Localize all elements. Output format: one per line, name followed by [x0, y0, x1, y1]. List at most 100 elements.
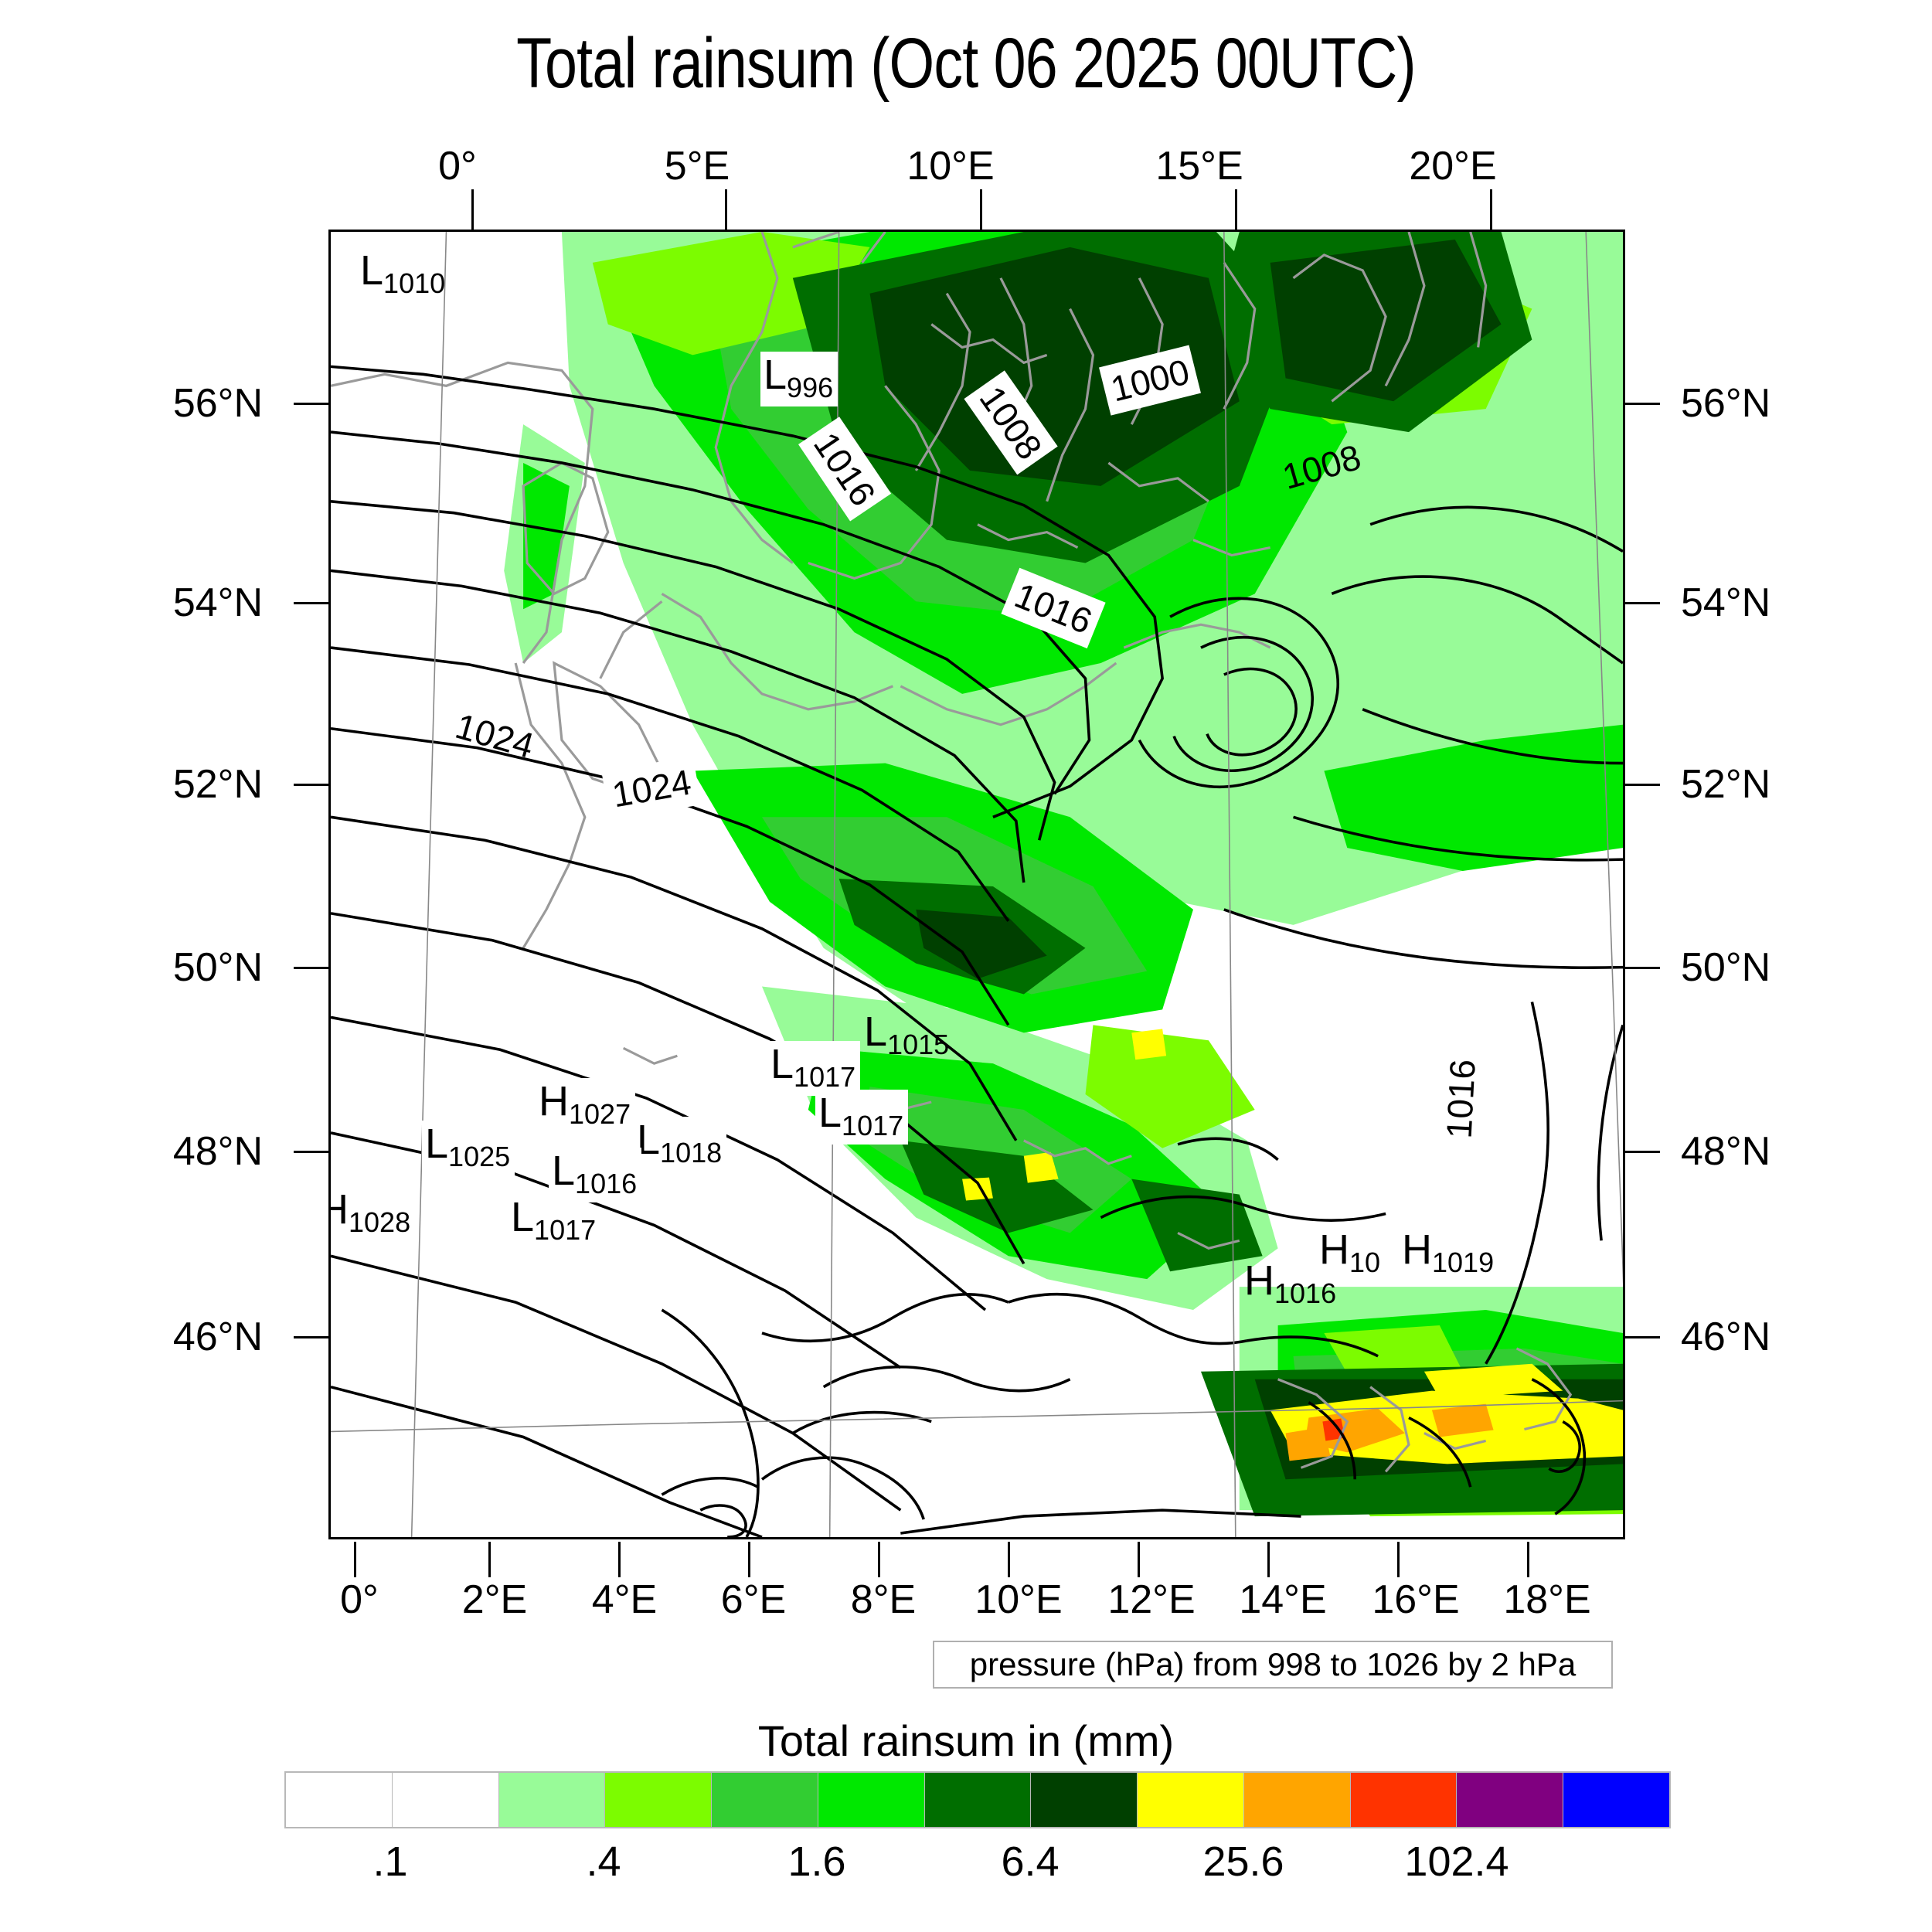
- pressure-center-value: 1017: [794, 1060, 856, 1093]
- colorbar-cell-12[interactable]: [1563, 1773, 1669, 1827]
- colorbar-cell-6[interactable]: [924, 1773, 1032, 1827]
- pressure-center-L-1025: L1025: [422, 1121, 515, 1175]
- left-tick: [294, 1336, 329, 1338]
- right-axis-label-1: 54°N: [1681, 580, 1771, 625]
- colorbar-tick-1: .4: [586, 1838, 621, 1885]
- colorbar-cell-11[interactable]: [1457, 1773, 1564, 1827]
- right-axis-label-5: 46°N: [1681, 1315, 1771, 1359]
- pressure-center-type: H: [331, 1186, 349, 1233]
- pressure-range-legend: pressure (hPa) from 998 to 1026 by 2 hPa: [933, 1641, 1613, 1689]
- bottom-axis-label-0: 0°: [340, 1577, 379, 1622]
- bottom-axis-label-4: 8°E: [850, 1577, 917, 1622]
- pressure-center-type: L: [552, 1148, 576, 1194]
- colorbar-cell-10[interactable]: [1350, 1773, 1458, 1827]
- pressure-center-value: 1016: [1274, 1277, 1337, 1309]
- pressure-center-L-1018: L1018: [634, 1117, 727, 1172]
- bottom-tick: [1138, 1542, 1140, 1577]
- top-axis-label-3: 15°E: [1155, 144, 1243, 189]
- top-axis-label-1: 5°E: [664, 144, 730, 189]
- bottom-tick: [878, 1542, 880, 1577]
- precip-shading: [504, 232, 1623, 1517]
- right-tick: [1624, 784, 1660, 786]
- pressure-center-type: L: [511, 1194, 535, 1240]
- left-axis-label-5: 46°N: [172, 1315, 263, 1359]
- top-tick: [980, 189, 982, 230]
- pressure-center-type: L: [360, 247, 384, 294]
- pressure-center-value: 1010: [383, 267, 446, 299]
- pressure-center-value: 996: [787, 371, 834, 403]
- top-axis-label-2: 10°E: [906, 144, 995, 189]
- bottom-tick: [618, 1542, 621, 1577]
- pressure-center-type: L: [770, 1041, 794, 1087]
- pressure-center-L-1017-b: L1017: [815, 1090, 909, 1145]
- left-tick: [294, 1151, 329, 1153]
- bottom-tick: [1267, 1542, 1270, 1577]
- colorbar-cell-0[interactable]: [286, 1773, 393, 1827]
- bottom-tick: [1397, 1542, 1400, 1577]
- pressure-center-H-1016: H1016: [1244, 1260, 1336, 1308]
- bottom-tick: [488, 1542, 491, 1577]
- bottom-tick: [1527, 1542, 1529, 1577]
- pressure-center-L-1015: L1015: [864, 1011, 949, 1059]
- pressure-center-H-1027: H1027: [536, 1078, 636, 1133]
- pressure-center-type: L: [818, 1090, 842, 1136]
- colorbar-cell-5[interactable]: [818, 1773, 925, 1827]
- colorbar-title: Total rainsum in (mm): [757, 1716, 1175, 1765]
- right-axis-label-4: 48°N: [1681, 1129, 1771, 1174]
- colorbar-tick-5: 102.4: [1404, 1838, 1509, 1885]
- colorbar[interactable]: [284, 1771, 1671, 1828]
- pressure-center-L-1016: L1016: [549, 1148, 642, 1202]
- right-tick: [1624, 403, 1660, 405]
- colorbar-cell-1[interactable]: [392, 1773, 499, 1827]
- top-tick: [471, 189, 474, 230]
- right-tick: [1624, 602, 1660, 604]
- left-axis-label-1: 54°N: [172, 580, 263, 625]
- colorbar-cell-3[interactable]: [605, 1773, 713, 1827]
- right-tick: [1624, 1336, 1660, 1338]
- isobar-label-1016-right: 1016: [1438, 1058, 1483, 1140]
- colorbar-cell-4[interactable]: [712, 1773, 818, 1827]
- right-tick: [1624, 1151, 1660, 1153]
- colorbar-cell-2[interactable]: [498, 1773, 606, 1827]
- pressure-center-value: 1025: [448, 1140, 511, 1172]
- colorbar-cell-8[interactable]: [1138, 1773, 1244, 1827]
- colorbar-cell-7[interactable]: [1031, 1773, 1138, 1827]
- colorbar-tick-3: 6.4: [1001, 1838, 1060, 1885]
- left-axis-label-4: 48°N: [172, 1129, 263, 1174]
- page-title: Total rainsum (Oct 06 2025 00UTC): [516, 24, 1417, 103]
- bottom-axis-label-9: 18°E: [1503, 1577, 1591, 1622]
- left-axis-label-3: 50°N: [172, 945, 263, 990]
- bottom-axis-label-8: 16°E: [1372, 1577, 1460, 1622]
- left-tick: [294, 784, 329, 786]
- isobar-layer: [331, 365, 1623, 1537]
- bottom-axis-label-3: 6°E: [720, 1577, 787, 1622]
- pressure-center-L-1010: L1010: [360, 250, 445, 298]
- left-tick: [294, 967, 329, 969]
- map-canvas: [331, 232, 1623, 1537]
- right-axis-label-2: 52°N: [1681, 762, 1771, 807]
- left-tick: [294, 602, 329, 604]
- map-plot-area: L1010 L996 L1015 L1017 L1017 L1025 H1027…: [328, 230, 1625, 1539]
- pressure-center-type: L: [864, 1009, 888, 1055]
- pressure-center-type: L: [425, 1121, 449, 1167]
- pressure-center-value: 1016: [575, 1167, 638, 1199]
- pressure-center-value: 1015: [887, 1028, 950, 1060]
- pressure-center-L-996: L996: [760, 352, 838, 406]
- right-axis-label-0: 56°N: [1681, 381, 1771, 426]
- pressure-center-H-10: H10: [1316, 1226, 1386, 1281]
- pressure-center-value: 10: [1349, 1246, 1381, 1278]
- left-axis-label-2: 52°N: [172, 762, 263, 807]
- pressure-center-value: 1019: [1432, 1246, 1495, 1278]
- pressure-center-value: 1017: [842, 1109, 904, 1141]
- bottom-axis-label-5: 10°E: [975, 1577, 1063, 1622]
- colorbar-tick-4: 25.6: [1202, 1838, 1284, 1885]
- colorbar-cell-9[interactable]: [1243, 1773, 1351, 1827]
- pressure-center-value: 1028: [349, 1206, 411, 1238]
- pressure-center-type: H: [1319, 1226, 1349, 1273]
- top-tick: [1490, 189, 1492, 230]
- pressure-center-L-1017-c: L1017: [511, 1196, 596, 1244]
- colorbar-tick-2: 1.6: [787, 1838, 846, 1885]
- pressure-center-type: H: [539, 1078, 569, 1124]
- bottom-axis-label-7: 14°E: [1239, 1577, 1327, 1622]
- pressure-center-type: H: [1402, 1226, 1432, 1273]
